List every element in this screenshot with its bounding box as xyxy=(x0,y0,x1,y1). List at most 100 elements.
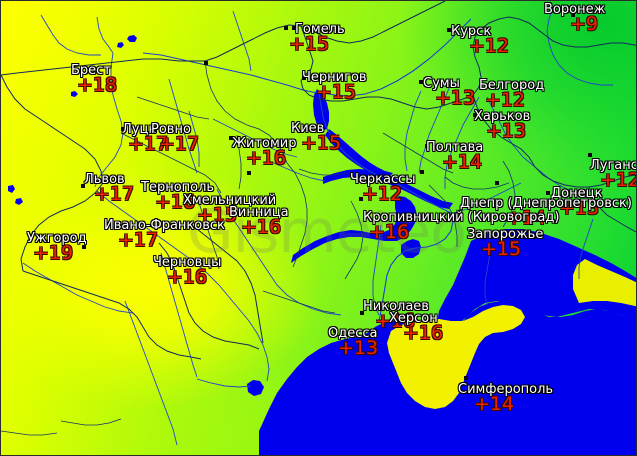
lake-west-2 xyxy=(15,198,23,205)
border-oblast-5 xyxy=(344,200,364,280)
city-label[interactable]: Луцк +17 xyxy=(122,123,168,154)
city-label[interactable]: Николаев +16 xyxy=(363,300,429,331)
city-label[interactable]: Черкассы +12 xyxy=(350,173,416,204)
city-label[interactable]: Днепр (Днепропетровск) +14 xyxy=(460,197,632,228)
station-dot xyxy=(229,136,233,140)
border-ukraine-romania-west xyxy=(22,270,202,360)
city-name: Одесса xyxy=(328,326,378,341)
city-label[interactable]: Полтава +14 xyxy=(426,141,483,172)
city-label[interactable]: Сумы +13 xyxy=(423,77,475,108)
city-name: Тернополь xyxy=(141,180,215,195)
border-ukraine-russia-north xyxy=(300,16,636,110)
city-temperature: +12 xyxy=(485,89,526,111)
river-dnipro xyxy=(318,92,454,322)
city-temperature: +17 xyxy=(128,133,169,155)
city-label[interactable]: Ивано-Франковск +17 xyxy=(104,219,225,250)
city-label[interactable]: Львов +17 xyxy=(84,173,134,204)
city-label[interactable]: Белгород +12 xyxy=(479,79,544,110)
city-label[interactable]: Симферополь +14 xyxy=(458,383,553,414)
station-dot xyxy=(425,144,429,148)
city-temperature: +13 xyxy=(486,120,527,142)
station-dot xyxy=(302,76,306,80)
kyiv-reservoir xyxy=(325,129,393,179)
city-label[interactable]: Кропивницкий (Кировоград) +16 xyxy=(363,211,559,242)
city-temperature: +12 xyxy=(362,183,403,205)
city-label[interactable]: Запорожье +15 xyxy=(467,228,543,259)
border-belarus-russia-north xyxy=(204,1,446,62)
river-molochna xyxy=(484,246,492,306)
city-name: Сумы xyxy=(423,76,460,91)
city-label[interactable]: Донецк +13 xyxy=(551,187,602,218)
city-label[interactable]: Хмельницкий +15 xyxy=(183,194,276,225)
city-name: Кропивницкий (Кировоград) xyxy=(363,210,560,225)
azov-east-coast-warm xyxy=(573,259,636,307)
city-label[interactable]: Киев +15 xyxy=(291,122,341,153)
river-neman-tributary xyxy=(96,16,114,54)
city-name: Черновцы xyxy=(153,255,222,270)
city-temperature: +12 xyxy=(600,169,637,191)
city-label[interactable]: Луганск+12 xyxy=(590,159,637,191)
city-name: Днепр (Днепропетровск) xyxy=(460,196,632,211)
city-temperature: +12 xyxy=(469,35,510,57)
city-label[interactable]: Одесса +13 xyxy=(328,327,378,358)
city-label[interactable]: Ровно +17 xyxy=(151,123,199,154)
lake-northwest-1 xyxy=(127,35,137,42)
river-mius xyxy=(578,218,594,279)
city-label[interactable]: Чернигов +15 xyxy=(302,71,367,102)
city-name: Симферополь xyxy=(458,382,554,397)
city-label[interactable]: Курск +12 xyxy=(451,25,509,56)
station-dot xyxy=(546,191,550,195)
station-dot xyxy=(247,171,251,175)
city-label[interactable]: Херсон +16 xyxy=(389,312,443,343)
city-name: Полтава xyxy=(426,140,484,155)
border-oblast-15 xyxy=(1,430,58,436)
border-ukraine-poland xyxy=(1,74,104,184)
border-oblast-9 xyxy=(444,176,510,190)
city-name: Ивано-Франковск xyxy=(104,218,225,233)
city-temperature: +17 xyxy=(94,183,135,205)
city-name: Хмельницкий xyxy=(183,193,277,208)
station-dot xyxy=(204,61,208,65)
station-dot xyxy=(360,311,364,315)
city-temperature: +13 xyxy=(338,337,379,359)
city-label[interactable]: Гомель +15 xyxy=(289,22,345,54)
city-label[interactable]: Ужгород +19 xyxy=(27,232,87,263)
city-name: Гомель xyxy=(295,22,345,37)
city-name: Ужгород xyxy=(27,231,87,246)
station-dot xyxy=(571,13,575,17)
river-north-minor-1 xyxy=(40,14,101,56)
city-name: Запорожье xyxy=(467,227,544,242)
river-prut xyxy=(160,252,198,378)
city-label[interactable]: Тернополь +16 xyxy=(141,181,214,212)
border-oblast-14 xyxy=(60,418,122,426)
city-label[interactable]: Брест +18 xyxy=(71,64,117,95)
border-ukraine-moldova-west xyxy=(158,242,260,350)
city-label[interactable]: Винница +16 xyxy=(229,206,289,237)
city-label[interactable]: Черновцы +16 xyxy=(153,256,221,287)
border-ukraine-belarus xyxy=(1,58,205,76)
city-temperature: +15 xyxy=(197,204,238,226)
river-vorskla xyxy=(444,96,480,189)
city-label[interactable]: Житомир +16 xyxy=(232,137,297,168)
city-temperature: +15 xyxy=(481,238,522,260)
border-ukraine-moldova-east xyxy=(196,228,264,344)
city-name: Николаев xyxy=(363,299,429,314)
river-goryn xyxy=(168,78,198,174)
city-temperature: +19 xyxy=(33,242,74,264)
city-label[interactable]: Воронеж +9 xyxy=(544,3,605,34)
city-temperature: +15 xyxy=(301,132,342,154)
river-yuzhny-bug xyxy=(216,188,342,316)
city-temperature: +17 xyxy=(159,133,200,155)
city-temperature: +13 xyxy=(559,197,600,219)
station-dot xyxy=(419,80,423,84)
city-name: Винница xyxy=(229,205,289,220)
station-dot xyxy=(284,26,288,30)
station-dot xyxy=(473,113,477,117)
border-oblast-3 xyxy=(286,162,308,268)
city-name: Киев xyxy=(291,121,325,136)
city-temperature: +16 xyxy=(155,191,196,213)
river-desna xyxy=(322,18,472,97)
city-label[interactable]: Харьков +13 xyxy=(474,110,530,141)
